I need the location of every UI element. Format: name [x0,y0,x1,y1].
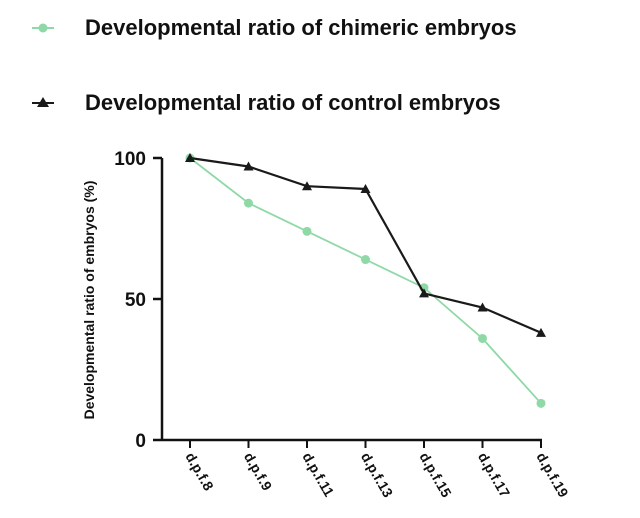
y-tick-label: 0 [135,431,146,452]
x-tick-label: d.p.f.17 [475,450,513,501]
data-point [360,184,371,194]
x-ticks: d.p.f.8 d.p.f.9 d.p.f.11 d.p.f.13 d.p.f.15 d.… [182,440,572,501]
legend: Developmental ratio of chimeric embryos … [32,15,517,115]
y-tick-label: 50 [125,290,146,311]
y-axis-label: Developmental ratio of embryos (%) [81,181,97,420]
x-tick-label: d.p.f.8 [182,450,217,494]
series-control [185,153,546,337]
data-point [361,255,370,265]
x-tick-label: d.p.f.19 [533,450,571,501]
legend-item-chimeric: Developmental ratio of chimeric embryos [32,15,517,40]
legend-marker-control [37,97,49,107]
data-point [419,288,429,298]
data-point [302,181,312,191]
x-tick-label: d.p.f.11 [299,450,337,500]
y-ticks: 0 50 100 [114,149,162,452]
legend-item-control: Developmental ratio of control embryos [32,90,501,115]
data-point [302,226,312,236]
data-point [243,161,254,171]
series-layer [185,153,546,408]
data-point [477,302,488,312]
data-point [536,327,546,337]
data-point [478,333,487,343]
legend-marker-chimeric [38,23,48,33]
data-point [244,198,253,208]
y-tick-label: 100 [114,149,146,170]
legend-label-chimeric: Developmental ratio of chimeric embryos [85,15,517,40]
data-point [536,398,546,408]
legend-label-control: Developmental ratio of control embryos [85,90,501,115]
x-tick-label: d.p.f.15 [416,450,454,501]
data-point [185,153,195,162]
x-tick-label: d.p.f.13 [358,450,396,501]
series-line [189,157,542,404]
x-tick-label: d.p.f.9 [241,450,276,494]
